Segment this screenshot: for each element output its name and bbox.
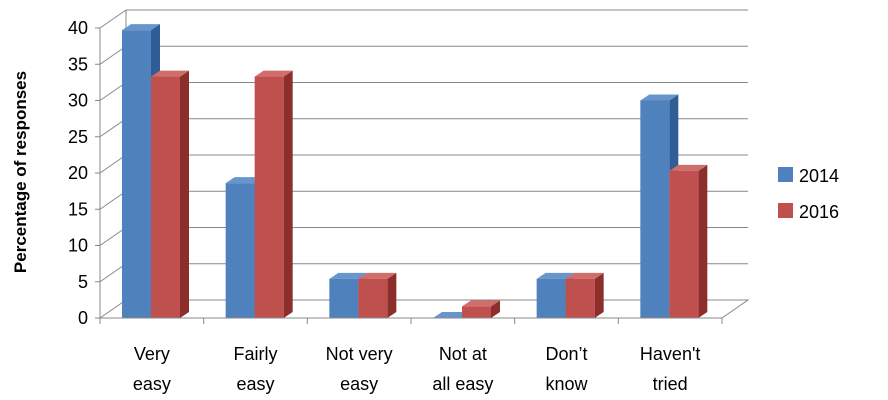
legend-swatch-2014 — [778, 167, 793, 182]
gridline-side — [99, 263, 127, 283]
x-category-label: Very — [134, 344, 170, 364]
bar-top — [565, 272, 604, 279]
bar-2014-3 — [433, 312, 471, 318]
x-category-label: easy — [340, 374, 378, 394]
bar-top — [640, 94, 679, 101]
bar-2016-0 — [151, 70, 189, 318]
x-category-label: Fairly — [234, 344, 278, 364]
bar-2016-4 — [565, 272, 604, 318]
bar-front — [122, 30, 151, 319]
x-category-label: Don’t — [545, 344, 587, 364]
bar-side — [283, 70, 293, 318]
bar-front — [329, 278, 359, 318]
bar-2016-3 — [462, 300, 500, 318]
legend-label-2016: 2016 — [799, 202, 839, 222]
gridline-side — [99, 118, 127, 138]
x-category-label: Haven't — [640, 344, 700, 364]
bar-front — [669, 170, 699, 318]
bar-top — [122, 24, 160, 31]
bars — [122, 24, 708, 319]
gridline-side — [99, 154, 127, 174]
bar-front — [565, 278, 595, 318]
bar-top — [462, 300, 500, 307]
bar-top — [329, 272, 368, 279]
x-category-label: all easy — [432, 374, 493, 394]
y-tick-label: 30 — [68, 91, 88, 111]
bar-top — [536, 272, 575, 279]
x-category-label: Not very — [326, 344, 393, 364]
x-category-label: easy — [236, 374, 274, 394]
y-tick-label: 40 — [68, 18, 88, 38]
bar-front — [225, 183, 255, 318]
bar-top — [358, 272, 397, 279]
x-category-label: Not at — [439, 344, 487, 364]
bar-front — [536, 278, 566, 318]
bar-2016-5 — [669, 164, 708, 318]
bar-side — [180, 70, 189, 318]
bar-top — [669, 164, 708, 171]
gridline-side — [99, 82, 127, 101]
gridline-side — [99, 227, 127, 246]
legend-swatch-2016 — [778, 203, 793, 218]
bar-side — [387, 272, 397, 318]
bar-top — [151, 70, 189, 77]
legend-label-2014: 2014 — [799, 166, 839, 186]
bar-2016-2 — [358, 272, 397, 318]
gridline-side — [99, 9, 127, 29]
y-tick-label: 0 — [78, 308, 88, 328]
bar-front — [254, 76, 284, 318]
legend: 2014 2016 — [778, 166, 839, 222]
bar-front — [151, 76, 180, 318]
bar-side — [491, 300, 500, 318]
y-tick-label: 35 — [68, 54, 88, 74]
y-axis-label: Percentage of responses — [11, 71, 30, 273]
bar-top — [254, 70, 293, 77]
x-category-label: tried — [653, 374, 688, 394]
gridline-side — [99, 190, 127, 210]
bar-top — [225, 177, 264, 184]
y-tick-label: 10 — [68, 236, 88, 256]
bar-front — [640, 100, 670, 318]
bar-2014-1 — [225, 177, 264, 318]
bar-front — [358, 278, 388, 318]
y-tick-label: 20 — [68, 163, 88, 183]
x-category-label: easy — [133, 374, 171, 394]
y-tick-label: 5 — [78, 272, 88, 292]
axes: 0 5 10 15 20 25 30 35 40 Very easy Fairly easy Not ve… — [68, 18, 723, 394]
gridline-side — [99, 45, 127, 65]
bar-2016-1 — [254, 70, 293, 318]
y-tick-label: 15 — [68, 199, 88, 219]
x-category-label: know — [545, 374, 588, 394]
bar-side — [698, 164, 708, 318]
bar-front — [462, 306, 491, 318]
y-tick-label: 25 — [68, 127, 88, 147]
bar-top — [433, 312, 471, 318]
bar-side — [594, 272, 604, 318]
